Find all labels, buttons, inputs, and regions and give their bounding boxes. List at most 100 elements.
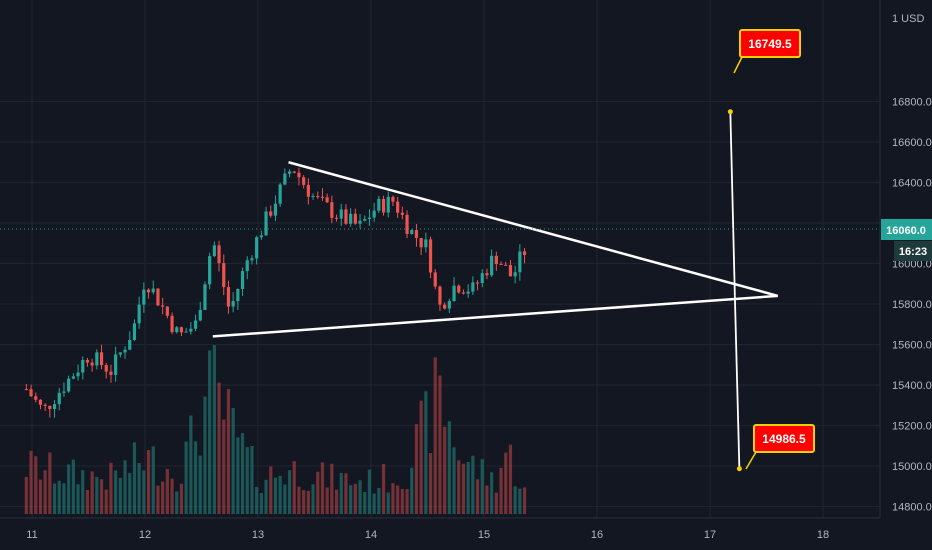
x-tick-label: 17 — [704, 529, 716, 541]
target-down-point — [736, 466, 742, 472]
drawings — [212, 109, 779, 472]
volume-bar — [184, 441, 188, 514]
candle-body — [504, 264, 508, 266]
volume-bar — [396, 485, 400, 514]
volume-bar — [212, 345, 216, 514]
x-tick-labels: 11 12 13 14 15 16 17 18 — [26, 529, 829, 541]
volume-bar — [381, 464, 386, 514]
y-tick-label: 15400.0 — [892, 380, 932, 392]
x-tick-label: 12 — [139, 529, 151, 541]
countdown-tag — [894, 241, 932, 261]
volume-bar — [518, 488, 522, 514]
volume-bar — [522, 487, 527, 514]
candle-body — [142, 289, 146, 305]
target-down-callout[interactable]: 14986.5 — [745, 424, 815, 470]
candle-body — [118, 352, 122, 355]
candle-body — [245, 260, 249, 272]
candle-body — [518, 251, 522, 273]
volume-bar — [142, 470, 146, 514]
volume-bar — [165, 469, 169, 514]
volume-bar — [330, 463, 334, 514]
candle-body — [71, 376, 75, 379]
volume-bar — [386, 492, 390, 514]
candle-body — [490, 255, 494, 276]
candle-body — [132, 323, 137, 340]
volume-bar — [222, 419, 226, 514]
volume-bar — [504, 452, 508, 514]
volume-bar — [231, 408, 235, 514]
volume-bar — [198, 455, 202, 514]
volume-bar — [513, 486, 517, 514]
volume-bar — [250, 446, 254, 514]
candle-body — [114, 354, 118, 375]
target-up-callout[interactable]: 16749.5 — [733, 29, 801, 74]
candle-body — [372, 210, 376, 218]
candle-body — [193, 320, 198, 329]
candle-body — [287, 171, 292, 174]
volume-bar — [363, 491, 367, 514]
candle-body — [137, 304, 141, 324]
volume-bar — [236, 437, 240, 514]
volume-bar — [452, 447, 456, 514]
candle-body — [104, 365, 108, 372]
candle-body — [447, 301, 451, 309]
volume-bar — [132, 442, 137, 514]
candle-body — [24, 389, 28, 391]
candle-body — [443, 304, 447, 309]
y-tick-label: 15600.0 — [892, 340, 932, 352]
candle-body — [212, 245, 216, 257]
volume-bar — [508, 444, 513, 514]
candle-body — [109, 371, 113, 375]
volume-bar — [325, 487, 329, 514]
candle-body — [292, 171, 296, 173]
candle-body — [334, 217, 339, 219]
candle-body — [208, 256, 212, 285]
candle-body — [508, 265, 513, 277]
volume-bar — [297, 486, 301, 514]
volume-bar — [175, 491, 179, 514]
candle-body — [90, 362, 94, 366]
candle-body — [475, 282, 480, 284]
candle-body — [297, 172, 301, 178]
candle-body — [330, 202, 334, 218]
volume-bar — [161, 481, 165, 514]
candle-body — [452, 285, 456, 302]
volume-bar — [494, 492, 498, 514]
volume-bar — [349, 485, 353, 514]
volume-bar — [109, 462, 113, 514]
wedge-upper-line — [288, 161, 779, 298]
candle-body — [240, 271, 245, 289]
volume-bar — [320, 462, 325, 514]
volume-bar — [466, 462, 470, 514]
candle-body — [396, 201, 400, 213]
candle-body — [170, 315, 174, 333]
y-tick-label: 15000.0 — [892, 461, 932, 473]
candle-body — [344, 209, 348, 224]
candle-body — [269, 211, 273, 216]
volume-bar — [405, 489, 409, 514]
volume-bar — [226, 388, 231, 514]
x-tick-label: 11 — [26, 529, 37, 541]
candle-body — [189, 328, 193, 332]
candle-body — [198, 309, 202, 321]
candle-body — [222, 263, 226, 288]
price-axis[interactable] — [880, 0, 932, 550]
volume-bar — [475, 479, 480, 514]
volume-bar — [52, 483, 57, 514]
candle-body — [283, 173, 287, 185]
candle-body — [466, 291, 470, 294]
candle-body — [62, 391, 66, 393]
volume-bar — [81, 470, 85, 514]
time-axis[interactable] — [0, 518, 932, 550]
volume-bar — [292, 461, 296, 514]
candle-body — [349, 213, 353, 224]
volume-bar — [306, 490, 310, 514]
candle-body — [320, 196, 325, 198]
candle-body — [424, 239, 428, 248]
candle-body — [175, 327, 179, 333]
candle-body — [494, 255, 498, 265]
candle-body — [38, 399, 43, 405]
candle-body — [428, 239, 433, 273]
candle-body — [29, 389, 33, 397]
